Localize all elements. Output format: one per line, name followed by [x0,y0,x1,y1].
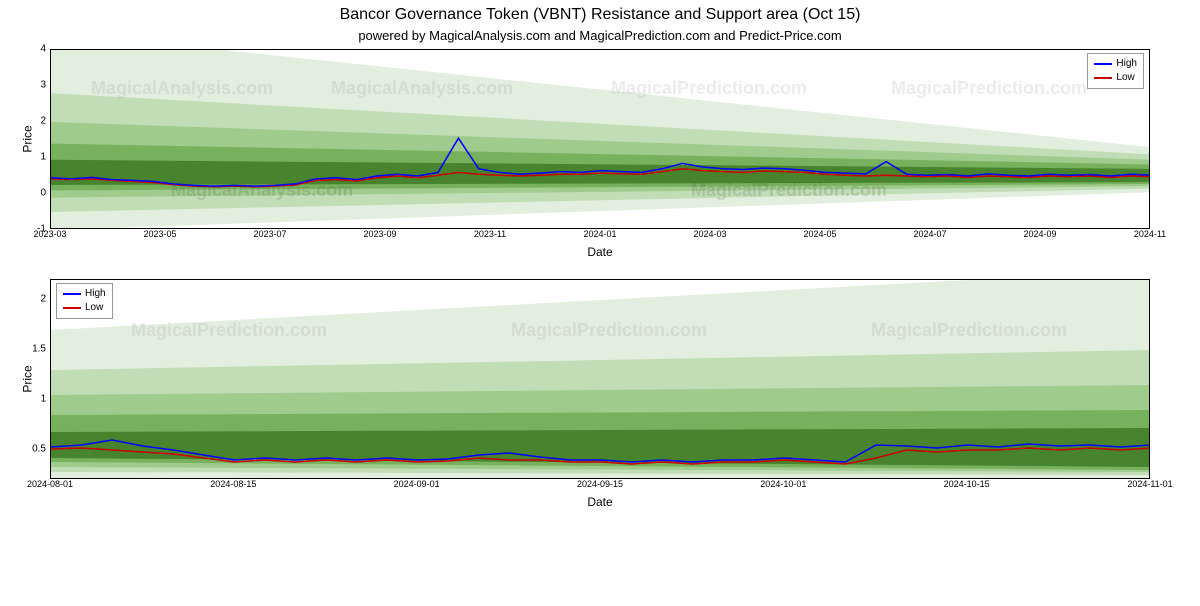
xtick: 2023-09 [363,229,396,243]
ytick: 0 [20,188,46,199]
legend-label-high: High [85,287,106,301]
chart-subtitle: powered by MagicalAnalysis.com and Magic… [0,28,1200,43]
legend-item-low: Low [1094,71,1137,85]
xtick: 2024-09-01 [394,479,440,493]
ytick: 2 [20,116,46,127]
legend-label-low: Low [1116,71,1134,85]
xlabel-bottom: Date [587,495,612,509]
series-lines-top [51,50,1150,229]
xtick: 2023-05 [143,229,176,243]
ytick: 1.5 [20,344,46,355]
ytick: 3 [20,80,46,91]
ytick: 1 [20,152,46,163]
xtick: 2023-11 [474,229,506,243]
xtick: 2024-01 [583,229,616,243]
legend-item-low: Low [63,301,106,315]
legend-item-high: High [1094,57,1137,71]
ylabel-top: Price [21,125,35,152]
xtick: 2024-08-15 [210,479,256,493]
xlabel-top: Date [587,245,612,259]
ytick: 4 [20,44,46,55]
xtick: 2024-05 [803,229,836,243]
xtick: 2024-09-15 [577,479,623,493]
xtick: 2023-03 [33,229,66,243]
legend-label-low: Low [85,301,103,315]
xtick: 2024-09 [1023,229,1056,243]
xtick: 2024-11 [1134,229,1166,243]
chart-title: Bancor Governance Token (VBNT) Resistanc… [0,6,1200,24]
legend-top: High Low [1087,53,1144,89]
series-lines-bottom [51,280,1150,479]
ytick: 0.5 [20,444,46,455]
xtick: 2023-07 [253,229,286,243]
chart-bottom-panel: MagicalPrediction.com MagicalPrediction.… [50,279,1150,479]
legend-bottom: High Low [56,283,113,319]
ylabel-bottom: Price [21,365,35,392]
legend-label-high: High [1116,57,1137,71]
xtick: 2024-08-01 [27,479,73,493]
xtick: 2024-03 [693,229,726,243]
xtick: 2024-10-15 [944,479,990,493]
legend-item-high: High [63,287,106,301]
chart-top-panel: MagicalAnalysis.com MagicalAnalysis.com … [50,49,1150,229]
ytick: 2 [20,294,46,305]
xtick: 2024-10-01 [760,479,806,493]
xtick: 2024-07 [913,229,946,243]
ytick: 1 [20,394,46,405]
xtick: 2024-11-01 [1127,479,1172,493]
